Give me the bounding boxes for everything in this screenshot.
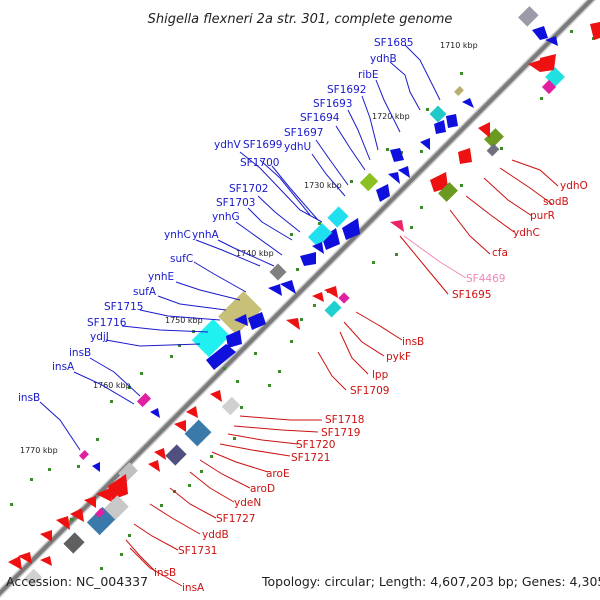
- gene-label[interactable]: SF1718: [325, 414, 364, 426]
- gene-label[interactable]: sufA: [133, 286, 157, 298]
- reverse-genes: [8, 22, 600, 588]
- gene-label[interactable]: ydhC: [513, 227, 540, 239]
- gene-label[interactable]: ynhE: [148, 271, 174, 283]
- gene-label[interactable]: SF1685: [374, 37, 413, 49]
- pseudo-leaders: [403, 235, 467, 279]
- gene-label[interactable]: SF1703: [216, 197, 255, 209]
- genome-summary: Topology: circular; Length: 4,607,203 bp…: [262, 574, 600, 589]
- gene-label[interactable]: SF1727: [216, 513, 255, 525]
- gene-label[interactable]: SF1731: [178, 545, 217, 557]
- gene-label[interactable]: SF1709: [350, 385, 389, 397]
- forward-leaders: [39, 44, 441, 451]
- gene-label[interactable]: SF4469: [466, 273, 505, 285]
- accession-text: Accession: NC_004337: [6, 574, 149, 589]
- gene-label[interactable]: yddB: [202, 529, 229, 541]
- pseudo-labels: SF4469: [466, 273, 505, 285]
- gene-label[interactable]: purR: [530, 210, 555, 222]
- gene-label[interactable]: SF1702: [229, 183, 268, 195]
- gene-label[interactable]: ribE: [358, 69, 379, 81]
- gene-label[interactable]: SF1692: [327, 84, 366, 96]
- gene-label[interactable]: lpp: [372, 369, 389, 381]
- gene-label[interactable]: SF1699: [243, 139, 282, 151]
- gene-label[interactable]: insA: [182, 582, 205, 594]
- gene-label[interactable]: sodB: [543, 196, 569, 208]
- forward-genes: [79, 6, 558, 472]
- gene-label[interactable]: ynhG: [212, 211, 240, 223]
- forward-labels: SF1685 ydhB ribE SF1692 SF1693 SF1694 SF…: [18, 37, 413, 404]
- tick-1770: 1770 kbp: [20, 446, 58, 455]
- gene-label[interactable]: ynhC: [164, 229, 191, 241]
- gene-label[interactable]: SF1695: [452, 289, 491, 301]
- gene-label[interactable]: aroE: [266, 468, 290, 480]
- gene-label[interactable]: cfa: [492, 247, 508, 259]
- gene-label[interactable]: ydhO: [560, 180, 588, 192]
- tick-1760: 1760 kbp: [93, 381, 131, 390]
- tick-1730: 1730 kbp: [304, 181, 342, 190]
- reverse-labels: ydhO sodB purR ydhC cfa SF1695 insB pykF…: [154, 180, 588, 594]
- gene-label[interactable]: SF1715: [104, 301, 143, 313]
- gene-label[interactable]: aroD: [250, 483, 275, 495]
- gene-label[interactable]: SF1720: [296, 439, 335, 451]
- gene-label[interactable]: insB: [402, 336, 424, 348]
- gene-label[interactable]: ydhV: [214, 139, 242, 151]
- gene-label[interactable]: insB: [154, 567, 176, 579]
- gene-label[interactable]: ydeN: [234, 497, 261, 509]
- gene-label[interactable]: insB: [18, 392, 40, 404]
- gene-label[interactable]: ynhA: [192, 229, 220, 241]
- ruler-dots: [10, 30, 595, 570]
- gene-label[interactable]: SF1694: [300, 112, 340, 124]
- map-title: Shigella flexneri 2a str. 301, complete …: [148, 12, 453, 27]
- tick-1750: 1750 kbp: [165, 316, 203, 325]
- tick-1710: 1710 kbp: [440, 41, 478, 50]
- gene-label[interactable]: ydhB: [370, 53, 397, 65]
- gene-label[interactable]: sufC: [170, 253, 193, 265]
- gene-label[interactable]: pykF: [386, 351, 411, 363]
- gene-label[interactable]: ydjJ: [90, 331, 109, 343]
- gene-label[interactable]: SF1697: [284, 127, 323, 139]
- gene-label[interactable]: SF1700: [240, 157, 279, 169]
- tick-1740: 1740 kbp: [236, 249, 274, 258]
- gene-label[interactable]: ydhU: [284, 141, 311, 153]
- gene-label[interactable]: insA: [52, 361, 75, 373]
- gene-label[interactable]: insB: [69, 347, 91, 359]
- gene-label[interactable]: SF1721: [291, 452, 330, 464]
- tick-1720: 1720 kbp: [372, 112, 410, 121]
- reverse-leaders: [125, 159, 559, 587]
- kbp-ticks: 1710 kbp 1720 kbp 1730 kbp 1740 kbp 1750…: [20, 41, 478, 455]
- gene-label[interactable]: SF1716: [87, 317, 127, 329]
- gene-label[interactable]: SF1719: [321, 427, 360, 439]
- gene-label[interactable]: SF1693: [313, 98, 352, 110]
